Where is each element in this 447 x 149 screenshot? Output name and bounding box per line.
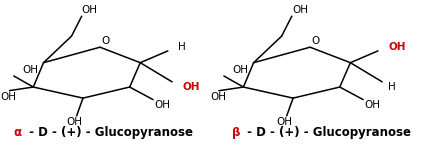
Text: OH: OH: [154, 100, 170, 110]
Text: OH: OH: [277, 117, 293, 127]
Text: OH: OH: [232, 65, 248, 75]
Text: - D - (+) - Glucopyranose: - D - (+) - Glucopyranose: [25, 127, 193, 139]
Text: OH: OH: [67, 117, 83, 127]
Text: O: O: [312, 36, 320, 46]
Text: α: α: [13, 127, 21, 139]
Text: OH: OH: [364, 100, 380, 110]
Text: H: H: [178, 42, 186, 52]
Text: OH: OH: [388, 42, 406, 52]
Text: - D - (+) - Glucopyranose: - D - (+) - Glucopyranose: [244, 127, 411, 139]
Text: H: H: [388, 82, 396, 92]
Text: OH: OH: [22, 65, 38, 75]
Text: OH: OH: [182, 82, 200, 92]
Text: OH: OH: [211, 92, 227, 102]
Text: O: O: [101, 36, 110, 46]
Text: OH: OH: [82, 5, 98, 15]
Text: OH: OH: [1, 92, 17, 102]
Text: OH: OH: [292, 5, 308, 15]
Text: β: β: [232, 127, 240, 139]
